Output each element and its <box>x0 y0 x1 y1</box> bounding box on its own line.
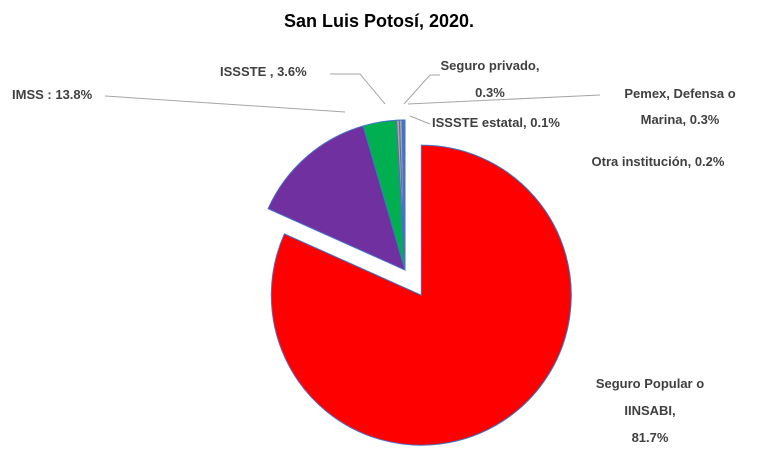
data-label-line: Seguro Popular o <box>596 376 704 391</box>
data-label-line: 81.7% <box>632 430 669 445</box>
chart-title: San Luis Potosí, 2020. <box>284 11 474 31</box>
data-label: Seguro privado, 0.3% <box>441 58 540 100</box>
data-label: Pemex, Defensa o Marina, 0.3% <box>624 86 735 127</box>
data-label: ISSSTE estatal, 0.1% <box>432 115 560 130</box>
data-label-line: Marina, 0.3% <box>641 112 720 127</box>
data-label-line: IINSABI, <box>624 403 675 418</box>
pie-slice <box>402 119 406 271</box>
leader-line <box>403 74 440 105</box>
pie-slice <box>267 125 406 271</box>
data-label-line: ISSSTE estatal, 0.1% <box>432 115 560 130</box>
data-label-line: Otra institución, 0.2% <box>592 154 725 169</box>
leader-line <box>407 94 601 105</box>
data-label: Seguro Popular o IINSABI, 81.7% <box>596 376 704 445</box>
pie-slice <box>270 144 572 446</box>
data-label-line: 0.3% <box>475 85 505 100</box>
data-label-line: IMSS : 13.8% <box>12 87 93 102</box>
data-label: ISSSTE , 3.6% <box>220 64 307 79</box>
data-label: Otra institución, 0.2% <box>592 154 725 169</box>
data-label-line: Seguro privado, <box>441 58 540 73</box>
leader-line <box>409 115 431 125</box>
data-label-line: ISSSTE , 3.6% <box>220 64 307 79</box>
leader-line <box>330 73 386 105</box>
leader-line <box>104 95 346 113</box>
data-label: IMSS : 13.8% <box>12 87 93 102</box>
data-label-line: Pemex, Defensa o <box>624 86 735 101</box>
